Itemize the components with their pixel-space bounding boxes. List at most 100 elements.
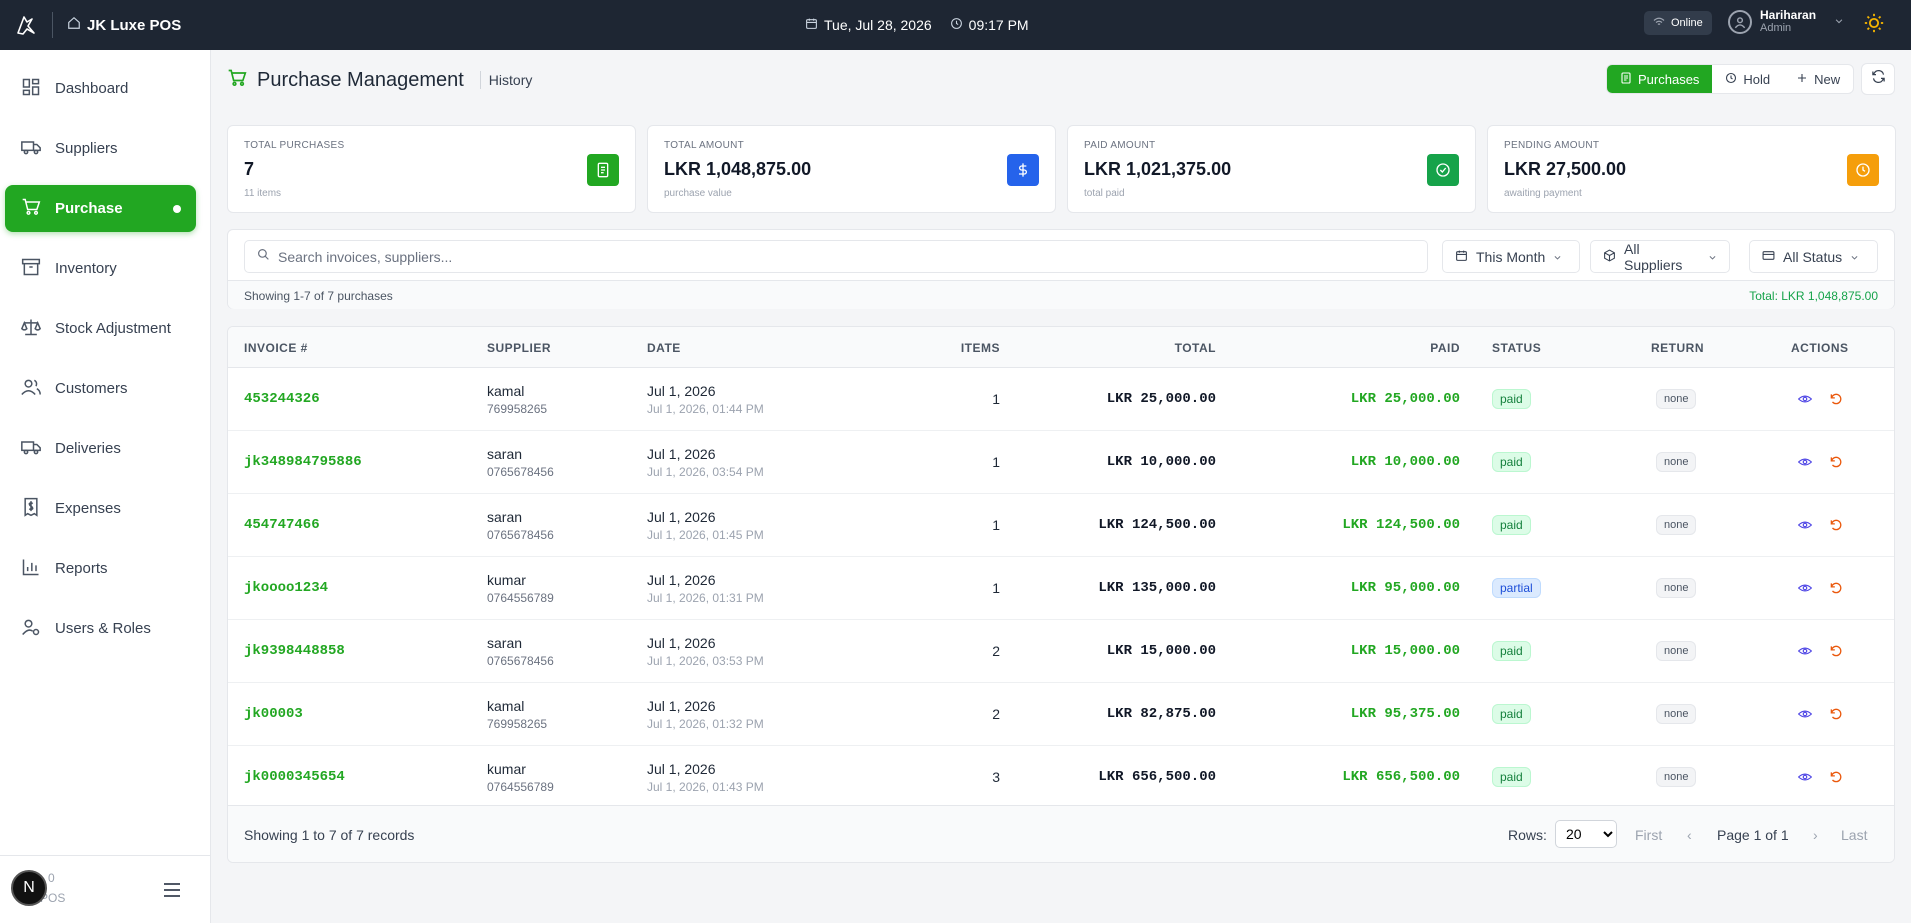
return-undo-icon[interactable] [1829,455,1843,474]
paid-amount: LKR 10,000.00 [1350,454,1460,470]
table-row[interactable]: jkoooo1234 kumar 0764556789 Jul 1, 2026 Jul … [228,557,1894,620]
sidebar-item-expenses[interactable]: Expenses [5,485,196,532]
tab-new[interactable]: New [1783,65,1853,93]
menu-icon[interactable] [163,882,181,903]
return-undo-icon[interactable] [1829,707,1843,726]
active-indicator [173,204,181,213]
status-badge: partial [1492,578,1541,598]
invoice-link[interactable]: jk9398448858 [244,643,345,659]
col-items[interactable]: ITEMS [960,341,1000,355]
n-badge[interactable]: N [11,870,47,906]
sidebar-item-suppliers[interactable]: Suppliers [5,125,196,172]
item-count: 2 [992,643,1000,659]
sidebar-item-customers[interactable]: Customers [5,365,196,412]
invoice-link[interactable]: jk00003 [244,706,303,722]
rows-label: Rows: [1508,827,1547,843]
status-filter-dropdown[interactable]: All Status [1749,240,1878,273]
sidebar-item-dashboard[interactable]: Dashboard [5,65,196,112]
col-actions: ACTIONS [1791,341,1849,355]
sidebar-item-purchase[interactable]: Purchase [5,185,196,232]
supplier-phone: 0765678456 [487,465,554,479]
invoice-link[interactable]: jk348984795886 [244,454,362,470]
purchase-date: Jul 1, 2026 [647,383,716,399]
return-undo-icon[interactable] [1829,518,1843,537]
purchase-datetime: Jul 1, 2026, 03:53 PM [647,654,764,668]
item-count: 1 [992,517,1000,533]
first-page-button[interactable]: First [1635,827,1663,843]
archive-icon [21,257,41,281]
dashboard-icon [21,77,41,101]
last-page-button[interactable]: Last [1841,827,1868,843]
invoice-link[interactable]: 454747466 [244,517,320,533]
supplier-name: saran [487,635,523,651]
invoice-link[interactable]: 453244326 [244,391,320,407]
users-icon [21,377,41,401]
col-date[interactable]: DATE [647,341,681,355]
return-undo-icon[interactable] [1829,644,1843,663]
bar-chart-icon [21,557,41,581]
view-eye-icon[interactable] [1797,644,1813,663]
supplier-filter-dropdown[interactable]: All Suppliers [1590,240,1730,273]
sidebar-item-label: Users & Roles [55,620,151,637]
table-row[interactable]: jk0000345654 kumar 0764556789 Jul 1, 2026 Ju… [228,746,1894,809]
clock-icon [1725,72,1737,87]
purchase-date: Jul 1, 2026 [647,635,716,651]
theme-toggle-sun-icon[interactable] [1863,12,1885,39]
col-total[interactable]: TOTAL [1174,341,1216,355]
col-paid[interactable]: PAID [1430,341,1460,355]
col-invoice[interactable]: INVOICE # [244,341,308,355]
date-filter-dropdown[interactable]: This Month [1442,240,1580,273]
return-undo-icon[interactable] [1829,581,1843,600]
sidebar-item-label: Expenses [55,500,121,517]
prev-page-button[interactable]: ‹ [1687,827,1692,843]
view-eye-icon[interactable] [1797,392,1813,411]
invoice-link[interactable]: jk0000345654 [244,769,345,785]
sidebar-item-stock-adjustment[interactable]: Stock Adjustment [5,305,196,352]
truck-icon [21,437,41,461]
app-logo-icon[interactable] [0,0,52,50]
table-row[interactable]: jk9398448858 saran 0765678456 Jul 1, 2026 Ju… [228,620,1894,683]
stat-value: LKR 1,048,875.00 [664,159,812,179]
tab-label: Purchases [1638,71,1700,87]
next-page-button[interactable]: › [1813,827,1818,843]
sidebar-item-inventory[interactable]: Inventory [5,245,196,292]
tab-purchases[interactable]: Purchases [1607,65,1713,93]
return-undo-icon[interactable] [1829,770,1843,789]
return-badge: none [1656,515,1697,535]
filter-panel: This Month All Suppliers All Status Show… [227,229,1895,309]
rows-per-page-select[interactable]: 20 [1555,820,1617,848]
sidebar-item-users-roles[interactable]: Users & Roles [5,605,196,652]
user-menu[interactable]: Hariharan Admin [1728,8,1844,35]
search-input[interactable] [278,248,1427,265]
status-badge: paid [1492,704,1531,724]
table-row[interactable]: jk00003 kamal 769958265 Jul 1, 2026 Jul 1, 2… [228,683,1894,746]
history-link[interactable]: History [488,72,533,88]
sidebar-item-deliveries[interactable]: Deliveries [5,425,196,472]
tab-hold[interactable]: Hold [1712,65,1783,93]
col-status[interactable]: STATUS [1492,341,1542,355]
chevron-down-icon [1553,249,1562,265]
table-row[interactable]: 454747466 saran 0765678456 Jul 1, 2026 Jul 1… [228,494,1894,557]
cart-icon [227,68,247,93]
col-supplier[interactable]: SUPPLIER [487,341,552,355]
view-eye-icon[interactable] [1797,455,1813,474]
sidebar-item-label: Stock Adjustment [55,320,171,337]
brand[interactable]: JK Luxe POS [67,16,181,34]
topbar-divider [52,12,53,38]
status-badge: paid [1492,389,1531,409]
view-eye-icon[interactable] [1797,518,1813,537]
refresh-button[interactable] [1861,63,1895,95]
table-row[interactable]: jk348984795886 saran 0765678456 Jul 1, 2026… [228,431,1894,494]
clock-icon [1847,154,1879,186]
view-eye-icon[interactable] [1797,770,1813,789]
sidebar-item-label: Purchase [55,200,123,217]
document-icon [1620,71,1632,87]
return-undo-icon[interactable] [1829,392,1843,411]
sidebar-item-reports[interactable]: Reports [5,545,196,592]
view-eye-icon[interactable] [1797,707,1813,726]
plus-icon [1796,72,1808,87]
view-eye-icon[interactable] [1797,581,1813,600]
table-row[interactable]: 453244326 kamal 769958265 Jul 1, 2026 Jul 1,… [228,368,1894,431]
user-role: Admin [1760,22,1792,34]
invoice-link[interactable]: jkoooo1234 [244,580,329,596]
